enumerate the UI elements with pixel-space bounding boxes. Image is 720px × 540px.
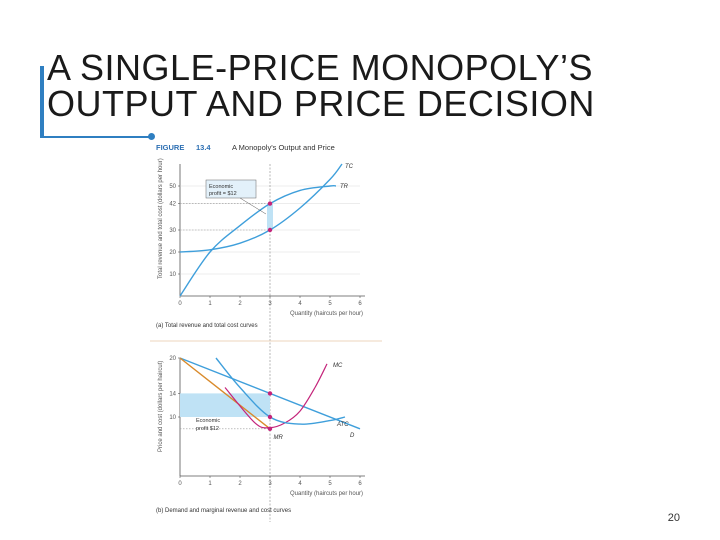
- panel-a-x-ticks: 0 1 2 3 4 5 6: [178, 296, 362, 307]
- panel-b-y-tick-label: 20: [169, 356, 176, 362]
- panel-b-y-axis-label: Price and cost (dollars per haircut): [158, 361, 164, 452]
- panel-a-annotation-line-1: Economic: [209, 184, 233, 190]
- panel-a-y-tick-label: 50: [169, 184, 176, 190]
- tc-curve: [179, 163, 343, 253]
- panel-b-markers: [267, 391, 273, 431]
- panel-b-x-tick-label: 6: [358, 481, 362, 487]
- panel-b-caption: (b) Demand and marginal revenue and cost…: [156, 508, 291, 514]
- atc-curve: [215, 357, 346, 425]
- panel-b-y-tick-label: 14: [169, 391, 176, 397]
- panel-b-x-axis-label: Quantity (haircuts per hour): [290, 491, 363, 497]
- panel-b-x-tick-label: 0: [178, 481, 182, 487]
- monopoly-figure: FIGURE 13.4 A Monopoly's Output and Pric…: [150, 143, 382, 522]
- panel-b-y-tick-label: 10: [169, 415, 176, 421]
- demand-curve-label: D: [350, 433, 355, 439]
- title-accent-line: [44, 136, 152, 138]
- panel-b-marker: [267, 391, 273, 396]
- panel-a-marker: [267, 201, 273, 206]
- panel-a-caption: (a) Total revenue and total cost curves: [156, 323, 258, 329]
- mc-curve-label: MC: [333, 363, 343, 369]
- slide-title-line-2: OUTPUT AND PRICE DECISION: [47, 83, 595, 124]
- slide-title-line-1: A SINGLE-PRICE MONOPOLY’S: [47, 47, 593, 88]
- panel-b: Price and cost (dollars per haircut) 101…: [156, 356, 365, 514]
- panel-a-y-axis-label: Total revenue and total cost (dollars pe…: [158, 158, 164, 279]
- figure-title: A Monopoly's Output and Price: [232, 143, 335, 152]
- panel-a-marker: [267, 227, 273, 233]
- page-number: 20: [667, 512, 680, 524]
- panel-a-x-tick-label: 5: [328, 301, 332, 307]
- figure-number: 13.4: [196, 143, 211, 152]
- title-accent-dot: [148, 133, 155, 140]
- panel-b-x-tick-label: 5: [328, 481, 332, 487]
- panel-a-x-tick-label: 6: [358, 301, 362, 307]
- panel-a-annotation-pointer: [239, 197, 267, 215]
- panel-a-y-ticks: 10 20 30 42 50: [169, 184, 360, 278]
- panel-a-y-tick-label: 10: [169, 272, 176, 278]
- mr-curve-label: MR: [274, 435, 284, 441]
- panel-a-y-tick-label: 30: [169, 228, 176, 234]
- panel-b-x-tick-label: 2: [238, 481, 242, 487]
- panel-a-profit-gap: [267, 203, 273, 230]
- panel-a-x-axis-label: Quantity (haircuts per hour): [290, 311, 363, 317]
- panel-a-x-tick-label: 3: [268, 301, 272, 307]
- panel-a-annotation-line-2: profit = $12: [209, 191, 237, 197]
- title-accent-bar: [40, 66, 44, 138]
- panel-b-x-tick-label: 3: [268, 481, 272, 487]
- panel-b-marker: [267, 414, 273, 420]
- panel-b-annotation-line-1: Economic: [196, 418, 220, 424]
- figure-label: FIGURE: [156, 143, 184, 152]
- panel-a-x-tick-label: 0: [178, 301, 182, 307]
- panel-a-annotation-box: [205, 179, 257, 199]
- tc-curve-label: TC: [345, 164, 354, 170]
- panel-b-annotation-line-2: profit $12: [196, 426, 219, 432]
- tr-curve-label: TR: [340, 184, 349, 190]
- tr-curve: [179, 184, 337, 297]
- panel-b-x-tick-label: 4: [298, 481, 302, 487]
- slide-title: A SINGLE-PRICE MONOPOLY’S OUTPUT AND PRI…: [47, 50, 595, 122]
- panel-b-marker: [267, 426, 273, 431]
- panel-a-x-tick-label: 4: [298, 301, 302, 307]
- panel-a-markers: [267, 201, 273, 233]
- mr-curve: [179, 357, 272, 431]
- panel-a: Total revenue and total cost (dollars pe…: [150, 158, 382, 522]
- panel-a-guides: [180, 164, 271, 522]
- panel-a-y-tick-label: 42: [169, 202, 176, 208]
- panel-a-x-tick-label: 2: [238, 301, 242, 307]
- panel-a-x-tick-label: 1: [208, 301, 212, 307]
- panel-b-y-ticks: 10 14 20: [169, 356, 180, 421]
- atc-curve-label: ATC: [336, 422, 349, 428]
- panel-b-x-ticks: 0 1 2 3 4 5 6: [178, 476, 362, 487]
- panel-a-y-tick-label: 20: [169, 250, 176, 256]
- panel-b-x-tick-label: 1: [208, 481, 212, 487]
